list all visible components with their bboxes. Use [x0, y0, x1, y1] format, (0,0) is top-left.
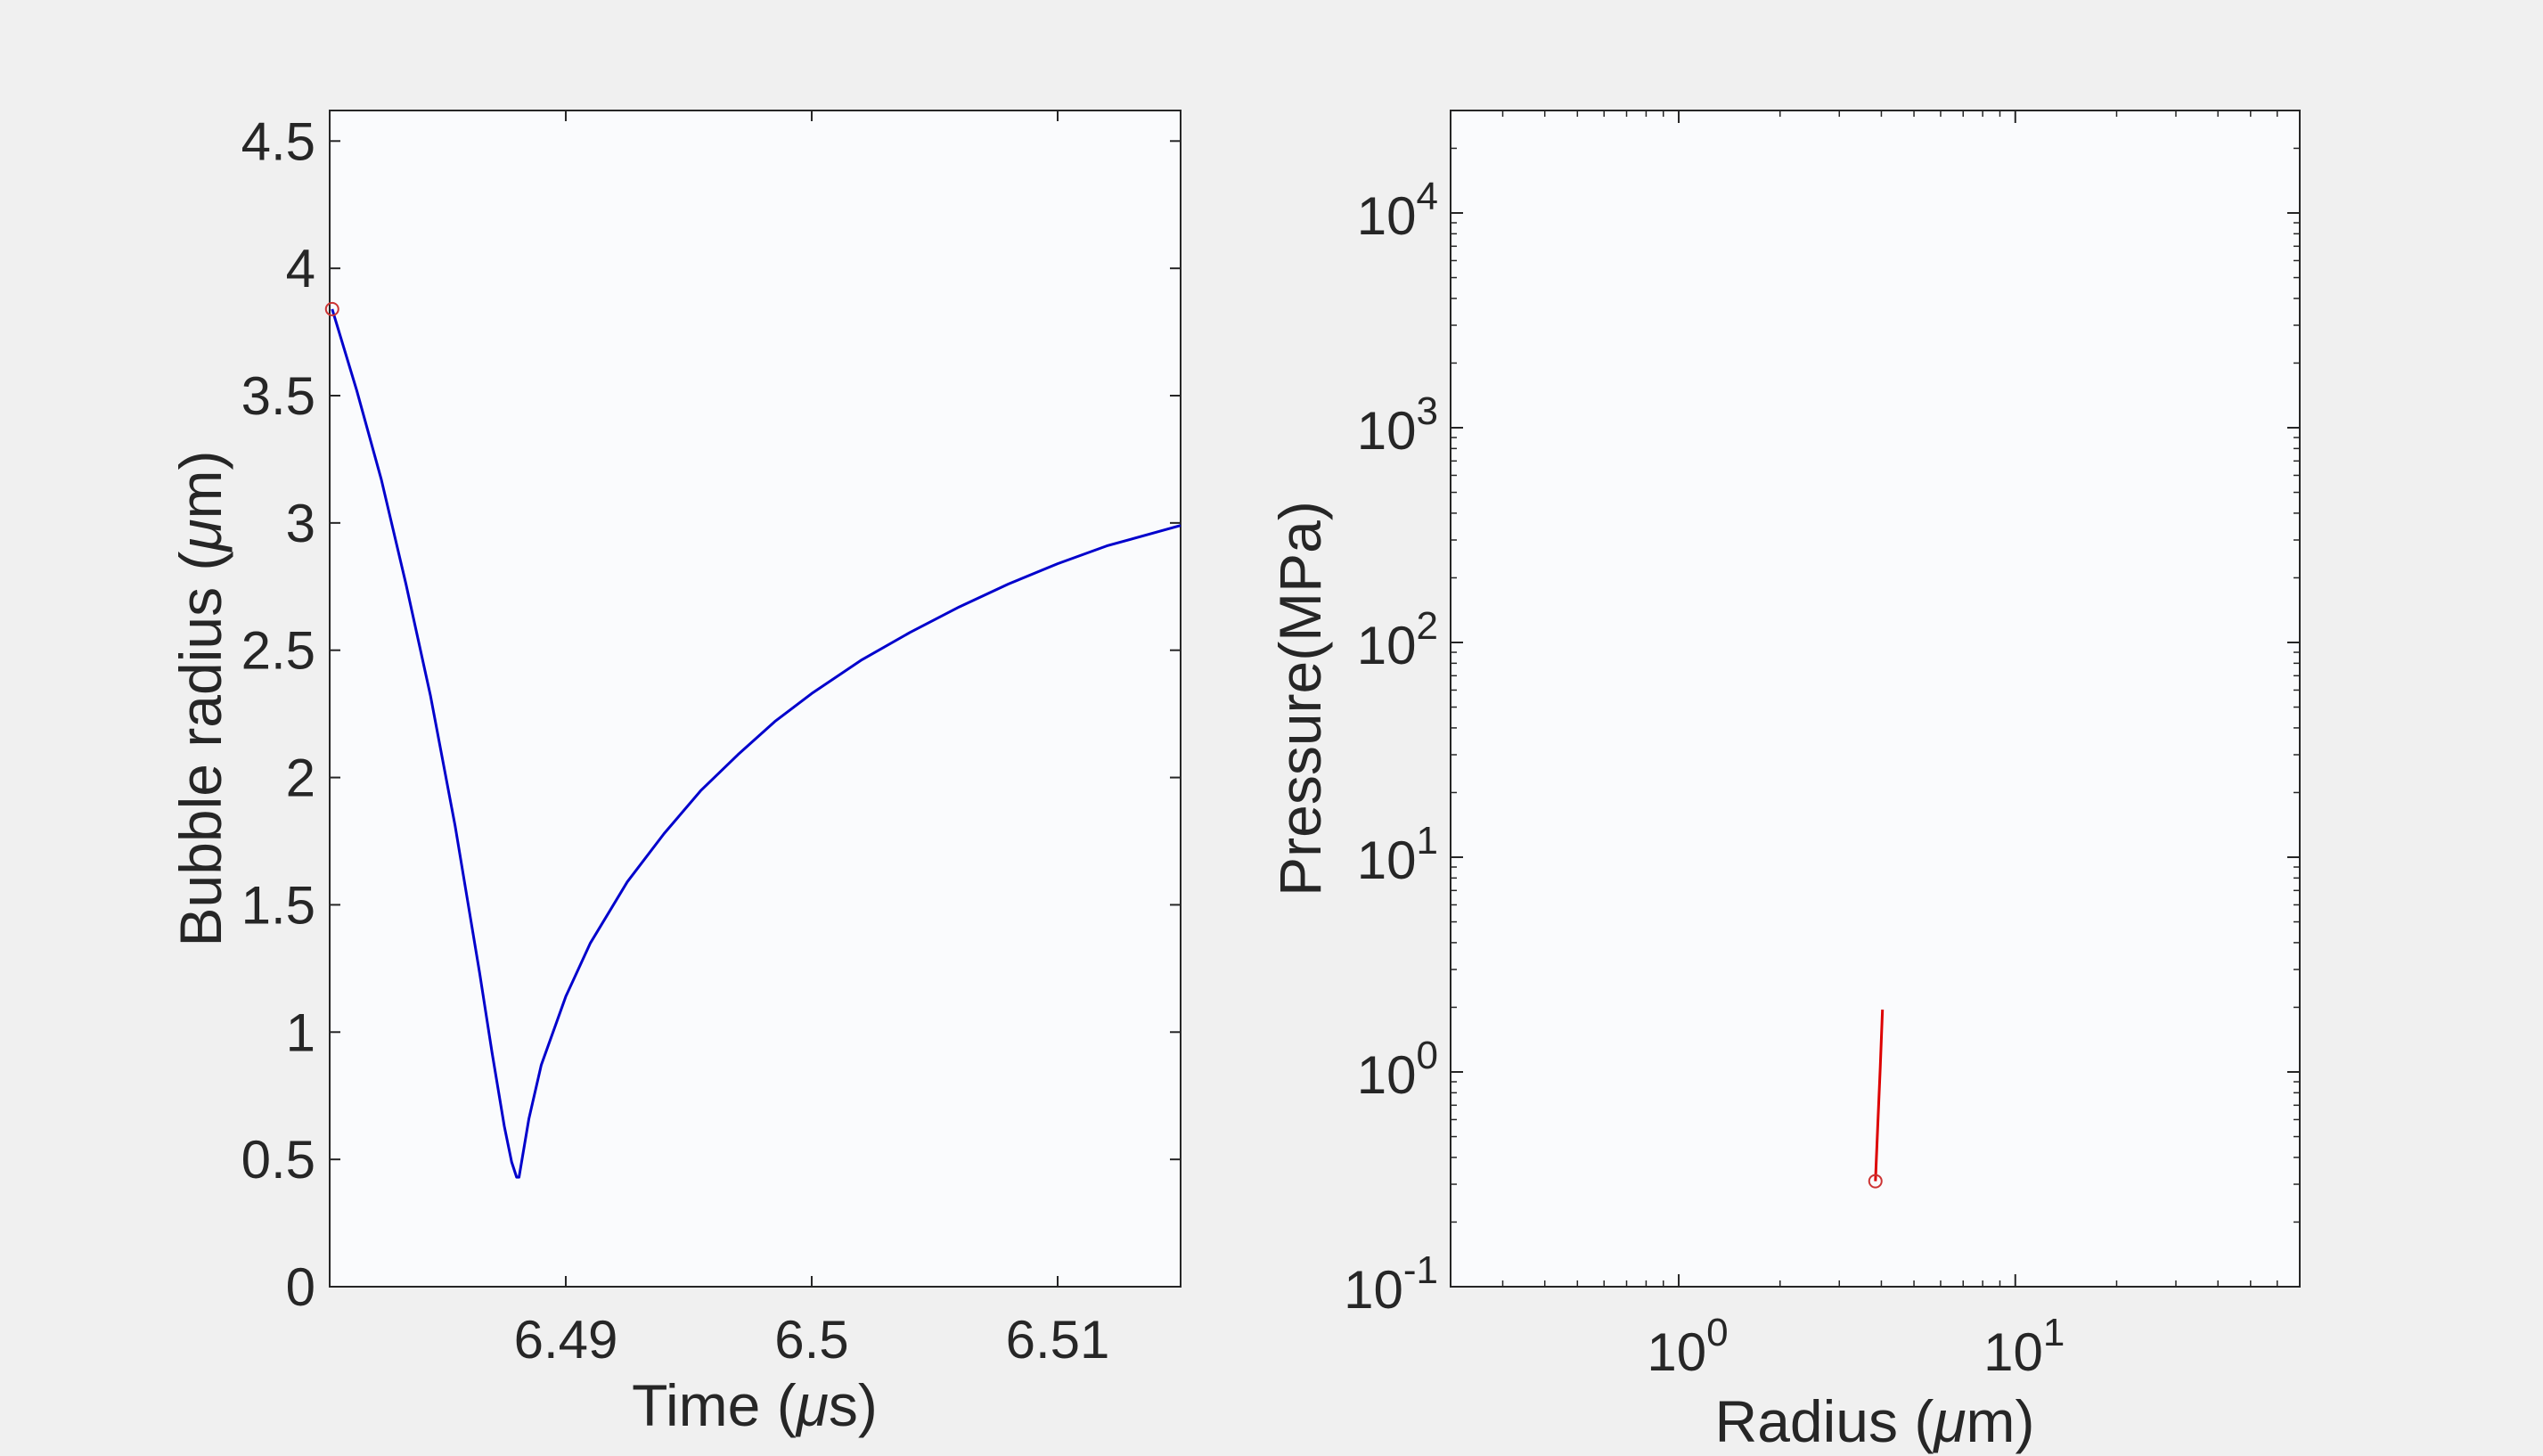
- radius-time-x-axis-label: Time (μs): [632, 1372, 878, 1438]
- x-tick-label: 6.51: [1006, 1310, 1110, 1370]
- pressure-series-line: [1874, 1010, 1885, 1182]
- y-tick-label: 102: [1357, 604, 1438, 675]
- y-tick-label: 103: [1357, 389, 1438, 461]
- radius-time-axes: 0 0.5 1 1.5 2 2.5 3 3.5 4 4.5 6.49 6.5 6.51 Time (μs…: [168, 110, 1182, 1438]
- x-tick-label: 6.49: [514, 1310, 618, 1370]
- pressure-radius-plot-area: [1450, 110, 2301, 1288]
- y-tick-label: 0: [286, 1257, 315, 1317]
- pressure-radius-y-axis-label: Pressure(MPa): [1267, 501, 1333, 896]
- y-tick-base: 10: [1344, 1260, 1403, 1320]
- y-tick-label: 4: [286, 239, 315, 299]
- radius-time-data: [324, 301, 1182, 1179]
- x-tick-label: 100: [1647, 1311, 1728, 1382]
- y-tick-exponent: 0: [1417, 1034, 1438, 1077]
- pressure-radius-data: [1868, 1010, 1885, 1189]
- current-point-marker: [1868, 1174, 1883, 1189]
- y-tick-label: 10-1: [1344, 1248, 1438, 1320]
- y-tick-label: 101: [1357, 819, 1438, 890]
- radius-time-plot-area: [329, 110, 1182, 1288]
- y-tick-exponent: 4: [1417, 175, 1438, 218]
- y-tick-label: 3: [286, 494, 315, 553]
- radius-time-ticks: 0 0.5 1 1.5 2 2.5 3 3.5 4 4.5 6.49 6.5 6.51: [241, 110, 1181, 1370]
- radius-series-line: [331, 308, 1182, 1179]
- y-tick-base: 10: [1357, 401, 1417, 461]
- y-tick-exponent: 1: [1417, 819, 1438, 863]
- x-tick-label: 101: [1983, 1311, 2065, 1382]
- y-tick-base: 10: [1357, 186, 1417, 246]
- x-tick-exponent: 1: [2043, 1311, 2065, 1354]
- x-tick-exponent: 0: [1706, 1311, 1728, 1354]
- y-tick-base: 10: [1357, 616, 1417, 675]
- y-tick-label: 4.5: [241, 111, 315, 171]
- y-tick-label: 1.5: [241, 875, 315, 935]
- y-tick-base: 10: [1357, 830, 1417, 890]
- y-tick-label: 100: [1357, 1034, 1438, 1105]
- y-tick-exponent: 3: [1417, 389, 1438, 433]
- x-tick-base: 10: [1983, 1322, 2043, 1382]
- y-tick-label: 2.5: [241, 621, 315, 681]
- y-tick-label: 1: [286, 1002, 315, 1062]
- y-tick-exponent: 2: [1417, 604, 1438, 648]
- pressure-radius-x-axis-label: Radius (μm): [1715, 1388, 2035, 1454]
- y-tick-label: 104: [1357, 175, 1438, 246]
- x-tick-label: 6.5: [774, 1310, 848, 1370]
- current-point-marker: [324, 301, 339, 316]
- y-tick-label: 2: [286, 748, 315, 808]
- x-tick-base: 10: [1647, 1322, 1706, 1382]
- y-tick-label: 0.5: [241, 1130, 315, 1190]
- y-tick-base: 10: [1357, 1045, 1417, 1105]
- y-tick-exponent: -1: [1403, 1248, 1438, 1292]
- radius-time-y-axis-label: Bubble radius (μm): [168, 450, 233, 946]
- y-tick-label: 3.5: [241, 366, 315, 426]
